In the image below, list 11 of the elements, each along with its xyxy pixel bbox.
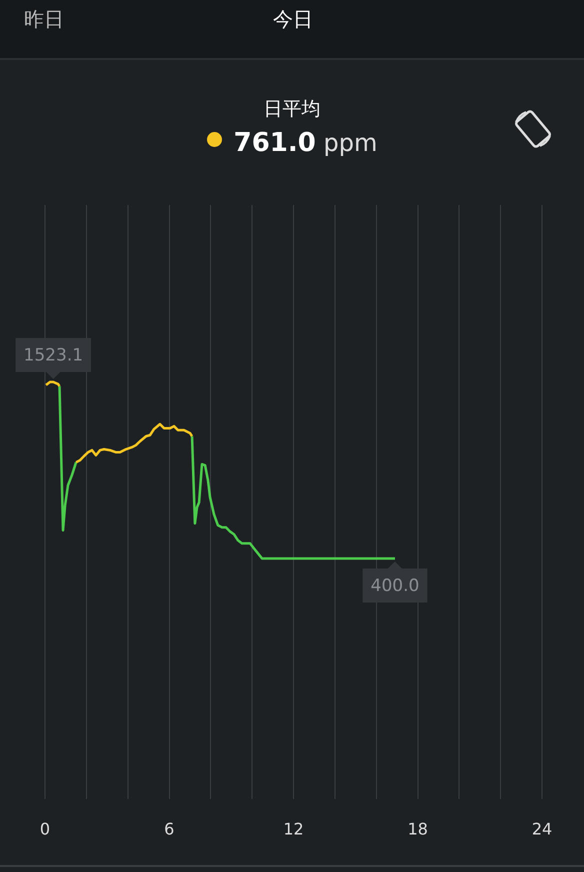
x-tick-label: 0: [40, 820, 50, 839]
chart-title: 日平均: [262, 97, 322, 122]
x-tick-label: 18: [408, 820, 428, 839]
text: 昨日: [24, 6, 64, 33]
text: 今日: [273, 6, 313, 33]
chart-subtitle: 761.0 ppm: [234, 128, 378, 158]
x-tick-label: 24: [532, 820, 552, 839]
x-tick-label: 12: [283, 820, 304, 839]
data-label: 1523.1: [24, 345, 84, 366]
data-label: 400.0: [370, 576, 420, 596]
x-tick-label: 6: [164, 820, 174, 839]
